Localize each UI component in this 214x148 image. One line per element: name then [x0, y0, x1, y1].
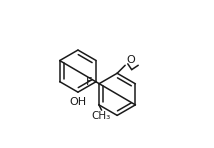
- Text: CH₃: CH₃: [92, 111, 111, 121]
- Text: O: O: [126, 55, 135, 65]
- Text: F: F: [86, 77, 93, 87]
- Text: OH: OH: [69, 96, 86, 107]
